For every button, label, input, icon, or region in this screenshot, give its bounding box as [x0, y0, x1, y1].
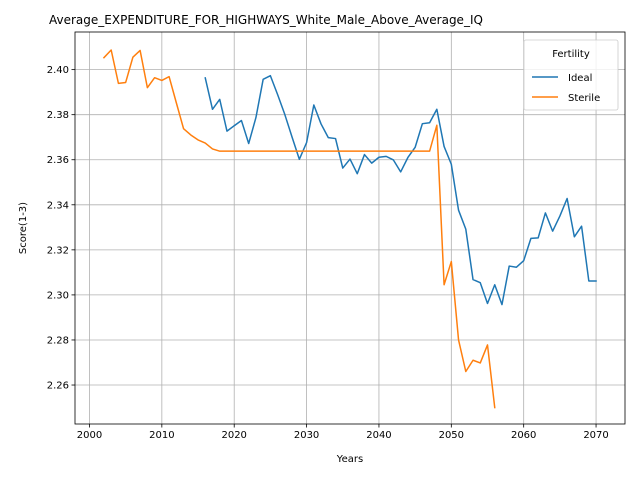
y-tick-label: 2.32	[47, 245, 69, 256]
x-tick-label: 2040	[366, 430, 391, 441]
legend: Fertility Ideal Sterile	[523, 39, 619, 111]
y-tick-label: 2.30	[47, 290, 69, 301]
x-tick-label: 2060	[511, 430, 536, 441]
y-axis-label: Score(1-3)	[18, 202, 29, 254]
y-tick-label: 2.28	[47, 335, 69, 346]
x-tick-label: 2050	[439, 430, 464, 441]
series-line-sterile	[102, 49, 496, 409]
ticks: 2000 2010 2020 2030 2040 2050 2060 2070 2.26 2.28…	[47, 65, 609, 441]
legend-label-sterile: Sterile	[568, 93, 600, 104]
chart-title: Average_EXPENDITURE_FOR_HIGHWAYS_White_M…	[49, 13, 483, 27]
plot-frame	[74, 31, 626, 425]
x-tick-label: 2020	[221, 430, 246, 441]
x-tick-label: 2010	[149, 430, 174, 441]
x-tick-label: 2070	[583, 430, 608, 441]
legend-title: Fertility	[552, 49, 590, 60]
series-layer	[102, 49, 597, 409]
y-tick-label: 2.40	[47, 65, 69, 76]
x-tick-label: 2000	[77, 430, 102, 441]
legend-label-ideal: Ideal	[568, 73, 592, 84]
series-line-ideal	[204, 74, 597, 306]
y-tick-label: 2.26	[47, 381, 69, 392]
x-tick-label: 2030	[294, 430, 319, 441]
legend-box	[523, 39, 619, 111]
y-tick-label: 2.34	[47, 200, 69, 211]
x-axis-label: Years	[336, 454, 363, 465]
y-tick-label: 2.38	[47, 110, 69, 121]
y-tick-label: 2.36	[47, 155, 69, 166]
